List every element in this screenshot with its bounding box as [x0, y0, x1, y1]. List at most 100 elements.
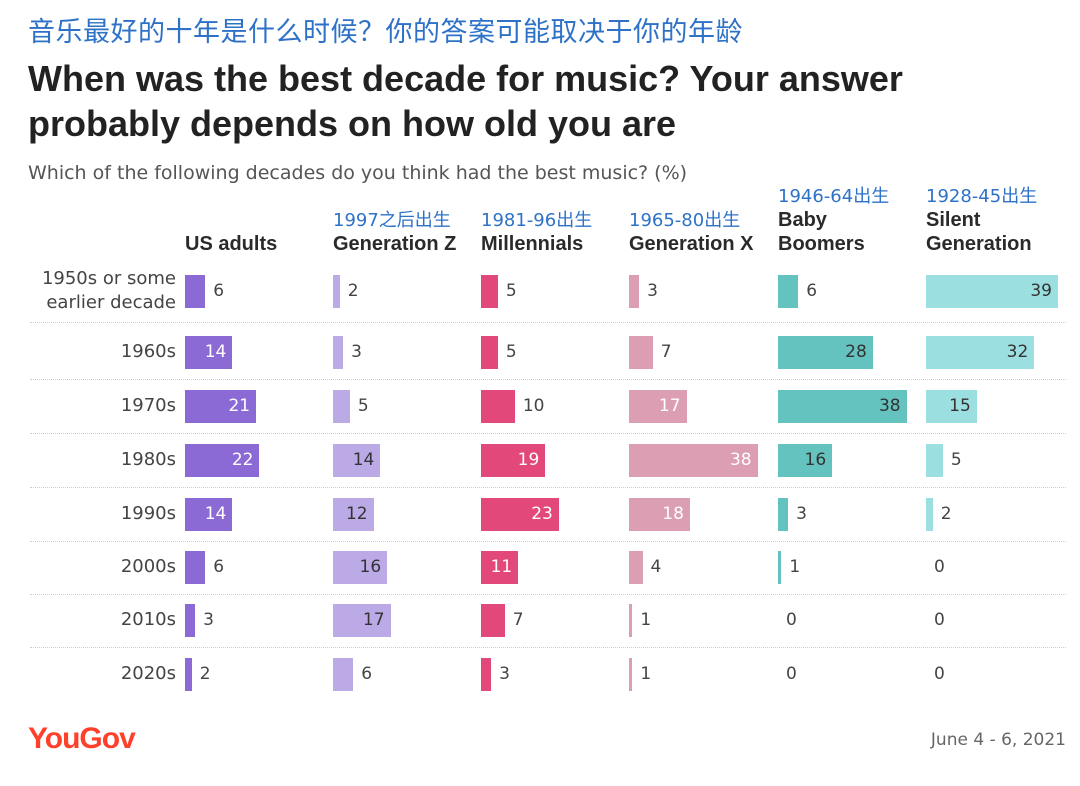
column-generation-name: Silent Generation — [926, 209, 1032, 255]
row-label: 1990s — [120, 503, 176, 524]
bar-gen_x — [629, 443, 758, 477]
column-header: 1981-96出生 Millennials — [481, 210, 592, 256]
data-label: 18 — [662, 504, 684, 524]
data-label: 1 — [640, 664, 652, 684]
data-label: 23 — [531, 504, 553, 524]
bar-silent — [926, 335, 1035, 369]
bar-us_adults — [185, 443, 260, 477]
data-label: 0 — [934, 557, 945, 577]
bar-gen_z — [333, 657, 354, 691]
row-separator — [30, 433, 1066, 434]
data-label: 17 — [362, 610, 385, 630]
column-generation-name: Generation X — [629, 233, 754, 255]
data-label: 3 — [499, 664, 510, 684]
row-label: 2020s — [120, 663, 176, 684]
bar-us_adults — [185, 497, 233, 531]
data-label: 4 — [650, 557, 662, 577]
data-label: 38 — [729, 450, 752, 470]
data-label: 0 — [934, 610, 945, 630]
row-separator — [30, 594, 1066, 595]
bar-us_adults — [185, 657, 192, 691]
bar-gen_x — [629, 335, 653, 369]
data-label: 1 — [789, 557, 801, 577]
bar-boomers — [778, 274, 799, 308]
bar-gen_z — [333, 389, 350, 423]
row-separator — [30, 379, 1066, 380]
column-header: 1965-80出生 Generation X — [629, 210, 753, 256]
data-label: 28 — [845, 342, 867, 362]
data-label: 7 — [512, 610, 524, 630]
bar-boomers — [778, 335, 873, 369]
data-label: 14 — [204, 504, 227, 524]
data-label: 0 — [934, 664, 945, 684]
column-header: 1946-64出生 Baby Boomers — [778, 186, 889, 256]
row-label: 1980s — [120, 449, 176, 470]
bar-millennials — [481, 389, 515, 423]
data-label: 5 — [357, 396, 369, 416]
data-label: 10 — [522, 396, 545, 416]
data-label: 6 — [806, 281, 818, 301]
column-generation-name: Generation Z — [333, 233, 457, 255]
row-label: 2010s — [120, 609, 176, 630]
data-label: 3 — [796, 504, 807, 524]
data-label: 16 — [804, 450, 827, 470]
bar-us_adults — [185, 550, 206, 584]
row-label: 1950s or some earlier decade — [41, 268, 176, 313]
bar-gen_x — [629, 274, 640, 308]
bar-gen_x — [629, 603, 633, 637]
chart-title: When was the best decade for music? Your… — [28, 58, 903, 144]
data-label: 3 — [351, 342, 362, 362]
bar-gen_x — [629, 497, 690, 531]
bar-millennials — [481, 603, 505, 637]
data-label: 15 — [949, 396, 971, 416]
bar-boomers — [778, 550, 782, 584]
data-label: 7 — [660, 342, 672, 362]
bar-millennials — [481, 274, 498, 308]
data-label: 12 — [345, 504, 368, 524]
bar-silent — [926, 443, 943, 477]
column-generation-name: US adults — [185, 233, 278, 255]
column-header: US adults — [185, 232, 277, 256]
data-label: 5 — [505, 342, 517, 362]
bar-silent — [926, 274, 1058, 308]
data-label: 3 — [647, 281, 658, 301]
data-label: 16 — [359, 557, 382, 577]
data-label: 0 — [786, 610, 797, 630]
bar-us_adults — [185, 335, 233, 369]
chart-subtitle: Which of the following decades do you th… — [28, 162, 688, 184]
data-label: 21 — [228, 396, 251, 416]
data-label: 2 — [940, 504, 952, 524]
data-label: 2 — [347, 281, 359, 301]
bar-silent — [926, 389, 977, 423]
bar-silent — [926, 497, 933, 531]
column-birth-years: 1981-96出生 — [481, 210, 593, 231]
data-label: 0 — [786, 664, 797, 684]
column-birth-years: 1965-80出生 — [629, 210, 741, 231]
data-label: 38 — [878, 396, 901, 416]
bar-gen_z — [333, 550, 388, 584]
data-label: 6 — [213, 557, 225, 577]
bar-us_adults — [185, 274, 206, 308]
bar-gen_x — [629, 389, 687, 423]
row-separator — [30, 541, 1066, 542]
data-label: 6 — [213, 281, 225, 301]
column-birth-years: 1946-64出生 — [778, 186, 890, 207]
bar-millennials — [481, 335, 498, 369]
survey-date: June 4 - 6, 2021 — [930, 730, 1066, 750]
row-separator — [30, 322, 1066, 323]
bar-gen_x — [629, 550, 643, 584]
data-label: 39 — [1030, 281, 1052, 301]
bar-gen_z — [333, 443, 381, 477]
yougov-logo: YouGov — [28, 722, 136, 755]
bar-gen_z — [333, 603, 391, 637]
data-label: 17 — [658, 396, 681, 416]
bar-millennials — [481, 497, 559, 531]
column-generation-name: Millennials — [481, 233, 584, 255]
row-label: 2000s — [120, 556, 176, 577]
data-label: 22 — [231, 450, 254, 470]
bar-millennials — [481, 657, 492, 691]
bar-gen_z — [333, 497, 374, 531]
bar-boomers — [778, 497, 789, 531]
data-label: 2 — [199, 664, 211, 684]
data-label: 6 — [361, 664, 373, 684]
